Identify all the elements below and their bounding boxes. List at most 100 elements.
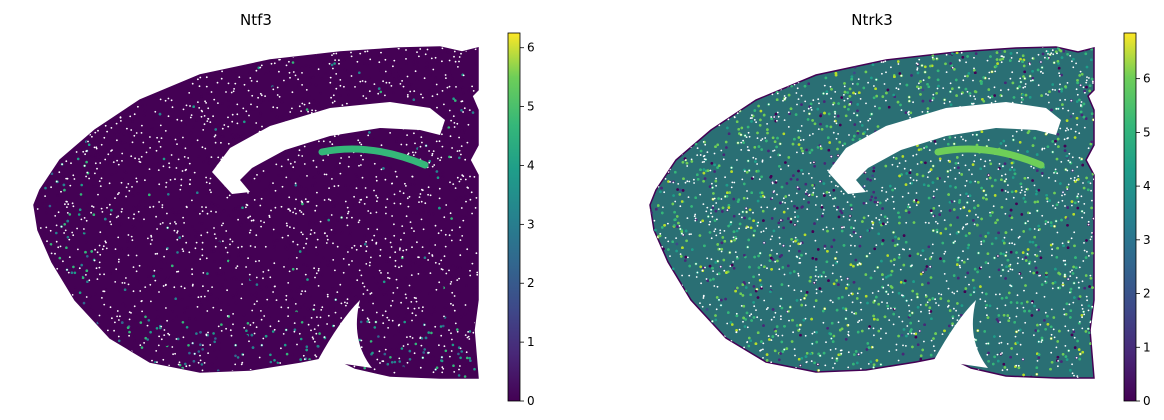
gap-point — [250, 372, 253, 375]
gap-point — [50, 282, 52, 285]
gap-point — [170, 47, 173, 48]
gap-point — [360, 164, 362, 166]
scatter-point — [417, 265, 421, 268]
gap-point — [303, 103, 306, 106]
scatter-point — [464, 198, 468, 201]
gap-point — [120, 120, 122, 122]
gap-point — [202, 61, 205, 63]
scatter-point — [322, 256, 325, 260]
scatter-point — [306, 278, 309, 281]
gap-point — [415, 297, 417, 300]
gap-point — [54, 101, 56, 104]
scatter-point — [463, 190, 467, 193]
gap-point — [188, 162, 191, 165]
gap-point — [112, 103, 115, 105]
gap-point — [406, 361, 409, 364]
scatter-point — [260, 270, 263, 274]
gap-point — [438, 281, 441, 284]
gap-point — [408, 195, 411, 198]
scatter-point — [228, 114, 232, 118]
gap-point — [168, 333, 171, 336]
scatter-point — [376, 52, 379, 56]
gap-point — [55, 224, 58, 227]
scatter-point — [243, 279, 247, 283]
gap-point — [443, 216, 446, 219]
scatter-point — [374, 280, 378, 284]
gap-point — [466, 336, 469, 339]
scatter-point — [117, 339, 121, 343]
scatter-point — [458, 306, 462, 310]
gap-point — [34, 234, 36, 236]
gap-point — [421, 141, 423, 144]
gap-point — [389, 256, 391, 259]
scatter-point — [327, 306, 330, 310]
gap-point — [87, 140, 89, 143]
gap-point — [322, 140, 325, 143]
scatter-point — [406, 55, 409, 59]
scatter-point — [233, 276, 237, 279]
scatter-point — [403, 317, 407, 320]
scatter-point — [197, 350, 201, 353]
scatter-point — [432, 228, 435, 232]
gap-point — [396, 287, 399, 289]
scatter-point — [70, 271, 74, 275]
scatter-point — [141, 182, 145, 186]
scatter-point — [364, 221, 368, 224]
gap-point — [278, 370, 280, 373]
chart-title: Ntrk3 — [851, 11, 893, 29]
gap-point — [197, 296, 200, 299]
gap-point — [292, 240, 294, 243]
gap-point — [220, 224, 223, 227]
scatter-point — [439, 52, 443, 55]
scatter-point — [71, 170, 74, 174]
scatter-point — [109, 195, 113, 198]
gap-point — [230, 51, 233, 53]
gap-point — [77, 248, 79, 251]
scatter-point — [132, 270, 136, 274]
scatter-point — [126, 240, 129, 243]
gap-point — [359, 245, 362, 247]
gap-point — [149, 206, 151, 209]
scatter-point — [268, 99, 272, 102]
gap-point — [307, 110, 309, 113]
scatter-point — [448, 155, 451, 159]
scatter-point — [256, 85, 260, 88]
gap-point — [406, 75, 409, 78]
scatter-point — [104, 212, 107, 216]
gap-point — [248, 231, 251, 234]
gap-point — [48, 283, 51, 286]
gap-point — [469, 198, 472, 201]
gap-point — [71, 202, 74, 205]
scatter-point — [300, 321, 304, 324]
gap-point — [71, 320, 74, 322]
scatter-point — [160, 139, 163, 143]
gap-point — [66, 268, 68, 271]
gap-point — [260, 64, 263, 67]
scatter-point — [442, 251, 446, 255]
scatter-point — [459, 196, 463, 199]
scatter-point — [335, 201, 339, 205]
scatter-point — [134, 319, 137, 322]
scatter-point — [314, 350, 318, 354]
gap-point — [66, 212, 69, 214]
gap-point — [325, 242, 328, 244]
scatter-point — [306, 190, 310, 194]
gap-point — [280, 347, 282, 350]
gap-point — [420, 200, 423, 203]
gap-point — [332, 242, 334, 245]
gap-point — [75, 151, 78, 153]
scatter-point — [143, 233, 147, 236]
scatter-point — [263, 303, 267, 306]
scatter-point — [115, 260, 119, 264]
gap-point — [200, 109, 203, 112]
gap-point — [123, 365, 125, 368]
gap-point — [130, 155, 133, 158]
scatter-point — [144, 206, 147, 209]
gap-point — [358, 269, 361, 272]
scatter-point — [98, 320, 101, 324]
gap-point — [363, 375, 366, 378]
scatter-point — [334, 294, 338, 298]
scatter-point — [124, 171, 128, 174]
gap-point — [159, 223, 162, 225]
scatter-point — [299, 358, 303, 361]
